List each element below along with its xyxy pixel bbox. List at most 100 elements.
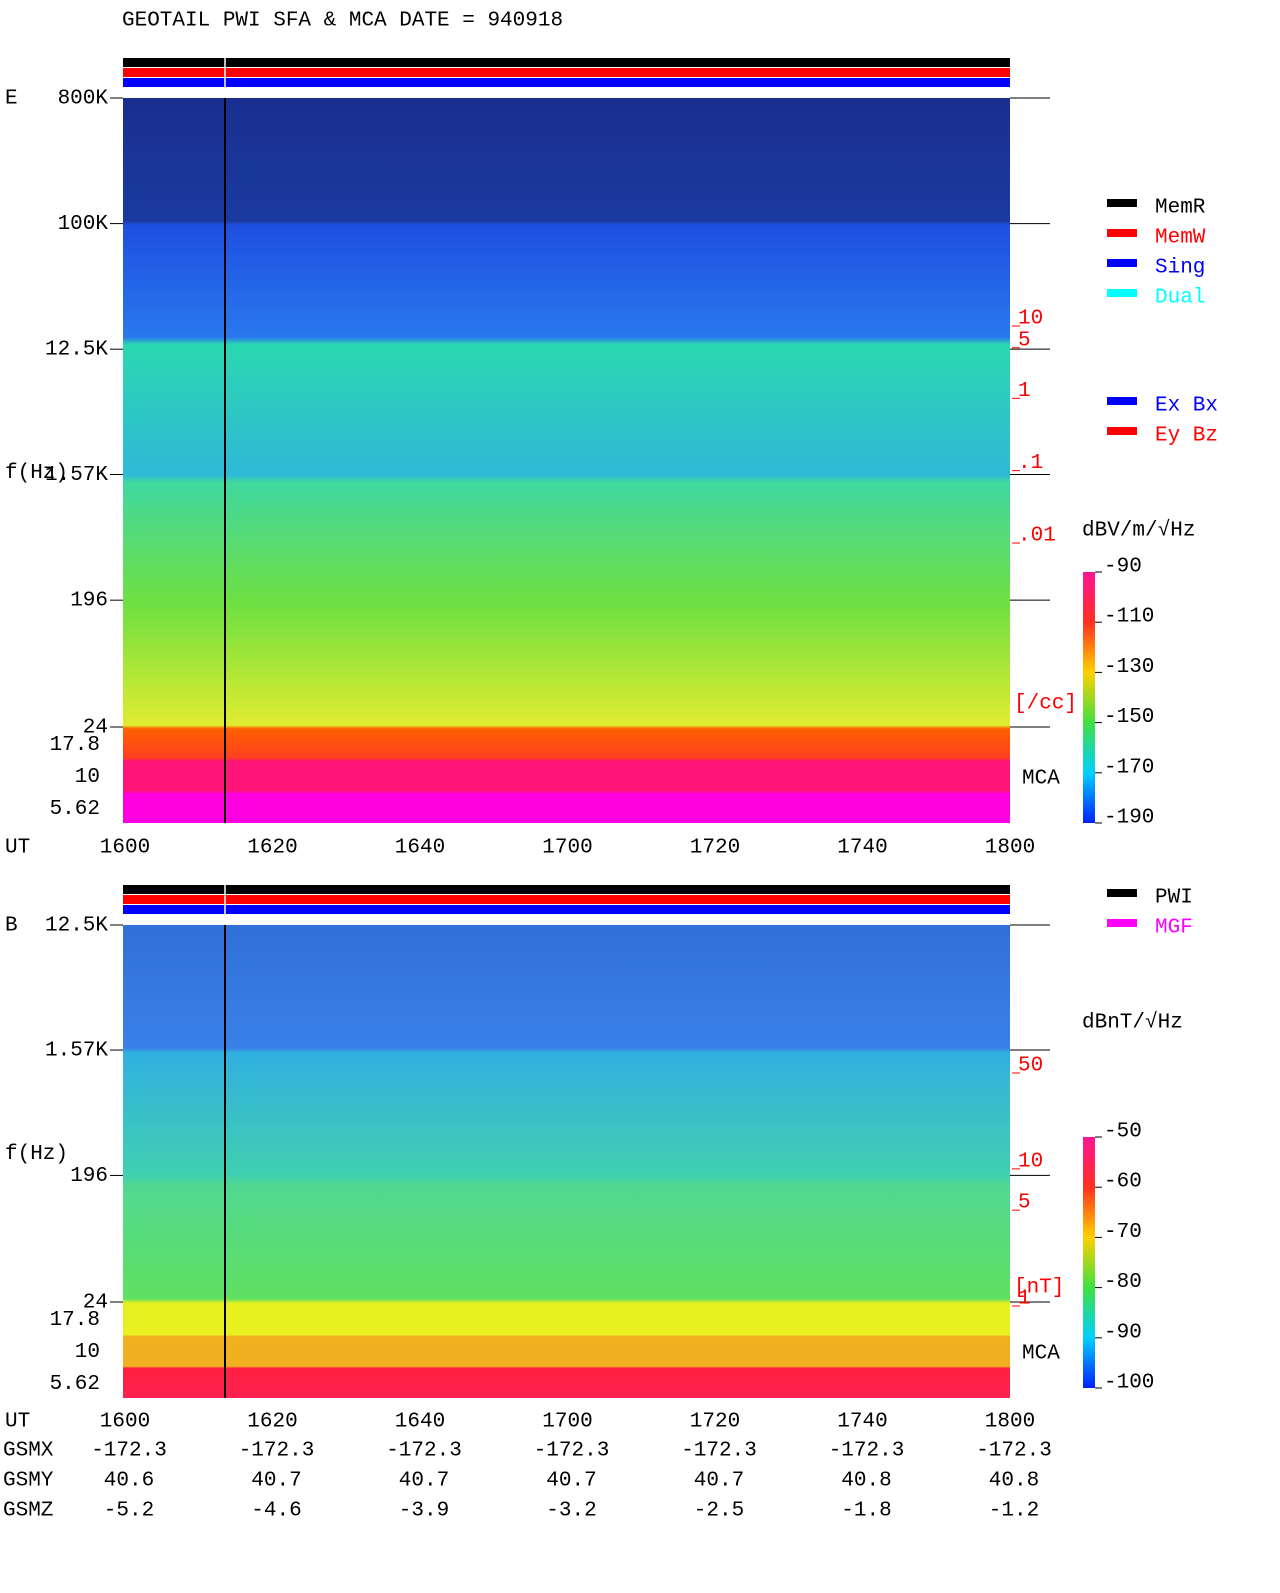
mca-channel-label: 17.8 [50,734,100,757]
orbit-value: -4.6 [251,1500,301,1523]
legend-swatch [1107,199,1137,207]
colorbar-tick-label: -60 [1104,1171,1142,1194]
orbit-value: 40.8 [989,1470,1039,1493]
x-tick-label: 1700 [542,1411,592,1434]
orbit-value: 40.7 [546,1470,596,1493]
legend-label: Ey Bz [1155,425,1218,448]
x-tick-label: 1600 [100,1411,150,1434]
status-bar [123,905,1010,914]
status-bar [123,78,1010,87]
x-tick-label: 1620 [247,1411,297,1434]
y-tick-label: 1.57K [45,464,108,487]
mca-channel-label: 10 [75,766,100,789]
y-tick-label: 12.5K [45,915,108,938]
legend-label: MGF [1155,917,1193,940]
legend-swatch [1107,289,1137,297]
x-tick-label: 1700 [542,837,592,860]
legend-swatch [1107,919,1137,927]
legend-label: Dual [1155,287,1205,310]
orbit-name: GSMY [3,1470,54,1493]
mca-channel-label: 10 [75,1341,100,1364]
orbit-value: -172.3 [681,1440,757,1463]
orbit-value: -172.3 [829,1440,905,1463]
orbit-value: 40.7 [399,1470,449,1493]
legend-label: Sing [1155,257,1205,280]
y2-tick-label: 5 [1018,329,1031,352]
y-tick-label: 12.5K [45,339,108,362]
x-tick-label: 1640 [395,837,445,860]
y2-tick-label: 1 [1018,1288,1031,1311]
status-bar [123,58,1010,67]
orbit-value: 40.7 [251,1470,301,1493]
colorbar-tick-label: -90 [1104,1321,1142,1344]
status-bar [123,895,1010,904]
orbit-value: 40.6 [104,1470,154,1493]
legend-swatch [1107,397,1137,405]
x-tick-label: 1620 [247,837,297,860]
colorbar-tick-label: -150 [1104,706,1154,729]
orbit-value: -2.5 [694,1500,744,1523]
y-tick-label: 1.57K [45,1040,108,1063]
orbit-name: GSMZ [3,1500,53,1523]
orbit-value: -172.3 [976,1440,1052,1463]
colorbar-tick-label: -90 [1104,556,1142,579]
orbit-value: 40.7 [694,1470,744,1493]
legend-swatch [1107,889,1137,897]
y2-tick-label: 1 [1018,380,1031,403]
y-tick-label: 196 [70,590,108,613]
y-tick-label: 100K [58,213,109,236]
orbit-value: -5.2 [104,1500,154,1523]
x-tick-label: 1740 [837,837,887,860]
y2-tick-label: 10 [1018,308,1043,331]
orbit-value: -3.9 [399,1500,449,1523]
orbit-value: 40.8 [841,1470,891,1493]
colorbar-tick-label: -50 [1104,1121,1142,1144]
panel-label: B [5,915,18,938]
legend-label: PWI [1155,887,1193,910]
colorbar [1083,572,1095,823]
colorbar-tick-label: -190 [1104,807,1154,830]
y-tick-label: 24 [83,1292,108,1315]
colorbar-tick-label: -130 [1104,656,1154,679]
x-tick-label: 1640 [395,1411,445,1434]
x-tick-label: 1720 [690,837,740,860]
y2-tick-label: .01 [1018,525,1056,548]
x-tick-label: 1740 [837,1411,887,1434]
y-tick-label: 24 [83,717,108,740]
orbit-value: -172.3 [91,1440,167,1463]
mca-label: MCA [1022,1343,1060,1366]
colorbar [1083,1137,1095,1388]
orbit-value: -172.3 [386,1440,462,1463]
legend-label: Ex Bx [1155,395,1218,418]
spectrogram [123,925,1010,1398]
x-tick-label: 1600 [100,837,150,860]
legend-swatch [1107,229,1137,237]
colorbar-label: dBnT/√Hz [1082,1011,1183,1035]
y-tick-label: 196 [70,1165,108,1188]
y-tick-label: 800K [58,88,109,111]
legend-label: MemW [1155,227,1206,250]
legend-swatch [1107,427,1137,435]
orbit-value: -172.3 [534,1440,610,1463]
title: GEOTAIL PWI SFA & MCA DATE = 940918 [122,10,563,33]
colorbar-tick-label: -100 [1104,1372,1154,1395]
mca-label: MCA [1022,768,1060,791]
colorbar-tick-label: -80 [1104,1271,1142,1294]
y2-unit: [nT] [1014,1277,1064,1300]
legend-swatch [1107,259,1137,267]
y2-tick-label: 10 [1018,1150,1043,1173]
x-axis-label: UT [5,837,30,860]
y-axis-label: f(Hz) [5,462,68,485]
spectrogram [123,98,1010,823]
mca-channel-label: 5.62 [50,798,100,821]
panel-label: E [5,88,18,111]
x-axis-label: UT [5,1411,30,1434]
y2-unit: [/cc] [1014,693,1077,716]
mca-channel-label: 5.62 [50,1373,100,1396]
orbit-name: GSMX [3,1440,54,1463]
colorbar-label: dBV/m/√Hz [1082,519,1195,543]
x-tick-label: 1720 [690,1411,740,1434]
legend-label: MemR [1155,197,1206,220]
y2-tick-label: .1 [1018,452,1043,475]
